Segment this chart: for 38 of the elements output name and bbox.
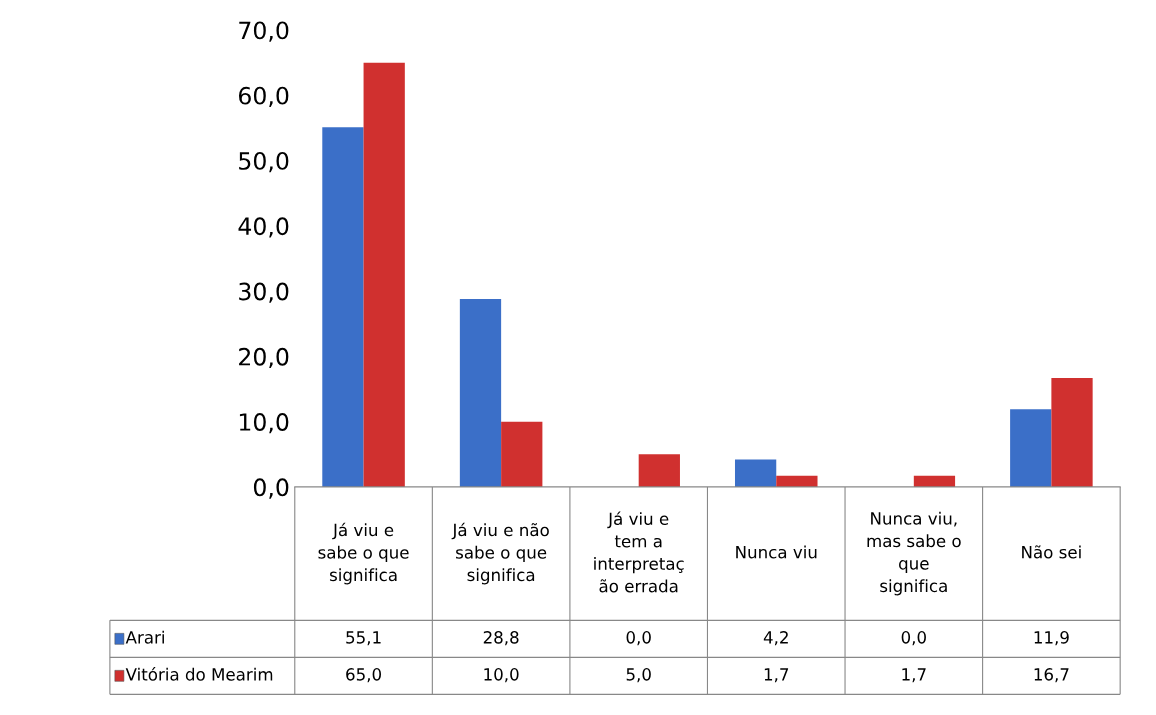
data-label: 10,0 <box>484 668 519 683</box>
data-label: 55,1 <box>346 631 381 646</box>
legend-label: Vitória do Mearim <box>125 667 273 681</box>
y-tick-label: 30,0 <box>239 282 289 303</box>
data-label: 1,7 <box>902 668 926 683</box>
y-tick-label: 0,0 <box>253 478 289 499</box>
bar <box>501 421 543 487</box>
bar <box>1051 377 1093 487</box>
data-label: 16,7 <box>1034 668 1069 683</box>
data-label: 11,9 <box>1034 631 1069 646</box>
bar <box>322 127 364 487</box>
x-tick-label: Já viu e tem a interpretaç ão errada <box>594 511 684 593</box>
x-tick-label: Já viu e sabe o que significa <box>318 522 409 585</box>
y-tick-label: 40,0 <box>238 217 289 238</box>
data-label: 4,2 <box>763 631 788 646</box>
x-tick-label: Nunca viu <box>736 545 817 559</box>
data-label: 65,0 <box>346 668 382 683</box>
y-tick-label: 50,0 <box>239 152 289 173</box>
y-tick-label: 60,0 <box>239 86 289 108</box>
y-tick-label: 10,0 <box>239 413 289 434</box>
bar <box>776 475 818 487</box>
data-label: 5,0 <box>626 668 651 683</box>
bar <box>638 454 680 487</box>
bar <box>459 298 502 487</box>
bar <box>913 475 956 487</box>
x-tick-label: Já viu e não sabe o que significa <box>451 522 549 585</box>
data-label: 28,8 <box>483 631 519 646</box>
legend-label: Arari <box>125 630 164 644</box>
y-tick-label: 70,0 <box>239 21 289 42</box>
data-label: 0,0 <box>626 631 651 646</box>
bar <box>363 62 405 487</box>
x-tick-label: Não sei <box>1022 545 1081 559</box>
data-label: 1,7 <box>764 668 789 683</box>
y-tick-label: 20,0 <box>239 347 289 369</box>
bar <box>1010 409 1052 487</box>
data-label: 0,0 <box>901 631 926 646</box>
x-tick-label: Nunca viu, mas sabe o que significa <box>867 511 961 596</box>
bar <box>734 459 777 487</box>
